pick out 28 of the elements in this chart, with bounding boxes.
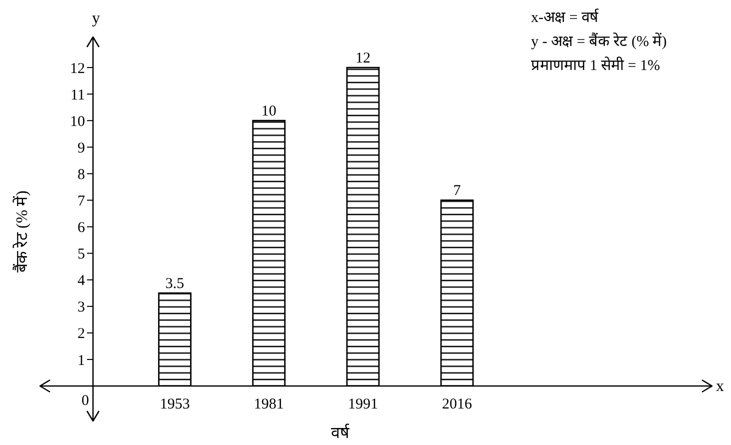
text: प्रमाणमाप 1 सेमी = 1% bbox=[531, 56, 660, 74]
y-tick-label: 3 bbox=[78, 300, 85, 316]
text: 0 bbox=[82, 393, 89, 409]
data-label: 10 bbox=[261, 104, 276, 120]
data-label: 7 bbox=[453, 183, 462, 200]
y-tick-label: 12 bbox=[70, 60, 85, 77]
y-tick-label: 1 bbox=[78, 352, 85, 369]
data-label: 12 bbox=[355, 50, 370, 67]
y-tick-label: 6 bbox=[78, 220, 86, 236]
y-tick-label: 8 bbox=[78, 167, 85, 184]
y-tick-label: 10 bbox=[70, 114, 85, 130]
x-tick-label: 1981 bbox=[254, 396, 284, 413]
text: y bbox=[92, 10, 100, 27]
y-axis-title: बैंक रेट (% में) bbox=[12, 190, 31, 272]
text: y - अक्ष = बैंक रेट (% में) bbox=[531, 32, 667, 50]
text: x bbox=[716, 378, 724, 395]
y-tick-label: 5 bbox=[78, 246, 85, 263]
x-tick-label: 1953 bbox=[160, 396, 190, 413]
y-tick-label: 9 bbox=[78, 140, 85, 156]
y-tick-label: 4 bbox=[78, 273, 86, 290]
x-axis-title: वर्ष bbox=[331, 423, 350, 442]
x-tick-label: 1991 bbox=[348, 396, 378, 413]
y-tick-label: 7 bbox=[78, 194, 86, 210]
x-tick-label: 2016 bbox=[442, 396, 473, 413]
y-tick-label: 2 bbox=[78, 326, 85, 342]
text: x-अक्ष = वर्ष bbox=[531, 8, 600, 26]
y-tick-label: 11 bbox=[70, 87, 85, 104]
data-label: 3.5 bbox=[165, 276, 184, 292]
